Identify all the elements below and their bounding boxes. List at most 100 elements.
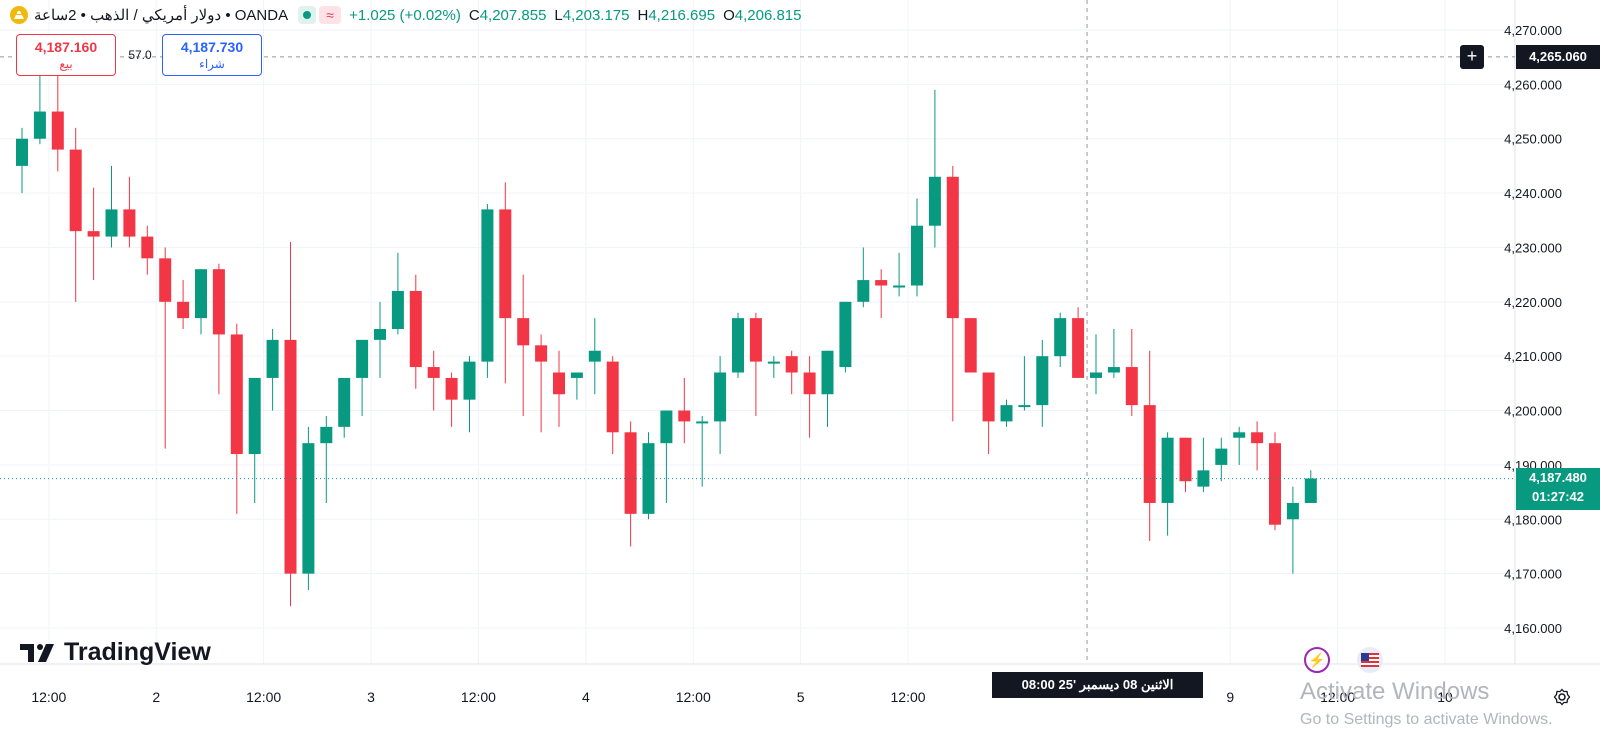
x-tick-label: 12:00 <box>461 689 496 705</box>
y-tick-label: 4,170.000 <box>1504 567 1562 582</box>
candle-body <box>481 209 494 362</box>
candle-body <box>1090 372 1102 378</box>
candle-body <box>195 269 207 319</box>
x-tick-label: 12:00 <box>676 689 711 705</box>
candle-body <box>159 258 172 302</box>
candle-body <box>1286 502 1299 520</box>
candle-body <box>678 410 691 422</box>
candle <box>87 187 100 281</box>
market-open-icon[interactable] <box>298 6 317 24</box>
candle-body <box>463 361 476 400</box>
buy-button[interactable]: 4,187.730 شراء <box>162 34 262 76</box>
candle-body <box>1143 405 1156 503</box>
candle <box>1054 312 1067 368</box>
candle <box>1072 307 1085 378</box>
y-tick-label: 4,230.000 <box>1504 240 1562 255</box>
candle <box>624 421 637 547</box>
candle <box>911 198 923 297</box>
last-price-value: 4,187.480 <box>1529 469 1587 485</box>
candle-body <box>1072 318 1085 378</box>
settings-icon[interactable] <box>1553 688 1571 706</box>
candle <box>105 165 118 248</box>
candle <box>499 182 512 384</box>
candle <box>1215 437 1228 482</box>
wave-icon[interactable]: ≈ <box>319 6 342 24</box>
ohlc-close: C4,207.855 <box>469 7 547 24</box>
candle <box>767 356 780 378</box>
high-value: 4,216.695 <box>648 6 716 24</box>
candle-body <box>16 138 28 166</box>
candle <box>1251 421 1264 471</box>
candle <box>1233 426 1246 465</box>
x-tick-label: 3 <box>367 689 375 705</box>
candle <box>248 377 261 503</box>
price-change: +1.025 (+0.02%) <box>349 6 461 24</box>
candle-body <box>1036 356 1049 406</box>
candle-body <box>69 149 82 232</box>
candle <box>1269 432 1281 531</box>
candle-body <box>749 318 762 362</box>
candle-body <box>1233 432 1246 438</box>
add-alert-plus-icon[interactable]: + <box>1460 44 1484 69</box>
candle <box>302 426 315 590</box>
candle <box>714 356 727 455</box>
candle <box>928 89 941 248</box>
candle <box>1179 437 1192 493</box>
x-tick-label: 12:00 <box>246 689 281 705</box>
candle-body <box>1125 367 1138 406</box>
ohlc-low: L4,203.175 <box>554 7 629 24</box>
low-value: 4,203.175 <box>562 6 630 24</box>
candle-body <box>1251 432 1264 444</box>
close-label: C <box>468 6 480 24</box>
candle <box>391 252 404 335</box>
crosshair-price-label: 4,265.060 <box>1516 44 1600 69</box>
candle-body <box>284 339 297 574</box>
candle-body <box>320 426 333 444</box>
candle-body <box>391 290 404 329</box>
candle <box>481 203 494 378</box>
candle-body <box>141 236 154 259</box>
us-flag-event-icon[interactable] <box>1357 647 1383 673</box>
candle-body <box>821 350 834 395</box>
candle-body <box>1000 405 1013 422</box>
y-tick-label: 4,160.000 <box>1504 621 1562 636</box>
candle-body <box>1054 318 1067 357</box>
buy-label: شراء <box>199 57 225 71</box>
candle-body <box>606 361 619 433</box>
gold-symbol-icon <box>10 6 28 24</box>
candle <box>785 350 798 395</box>
candle <box>51 73 64 172</box>
candle-body <box>964 318 977 373</box>
candle <box>1304 470 1317 503</box>
logo-text: TradingView <box>64 638 211 666</box>
candle-body <box>1215 448 1228 465</box>
symbol-title[interactable]: دولار أمريكي / الذهب • 2ساعة • OANDA <box>34 7 289 24</box>
candle-body <box>660 410 673 444</box>
candle-body <box>212 269 225 335</box>
candle <box>33 73 46 145</box>
candles <box>16 73 1317 607</box>
last-price-label: 4,187.480 01:27:42 <box>1516 467 1600 510</box>
candle <box>893 252 906 297</box>
sell-label: بيع <box>59 57 73 71</box>
sell-button[interactable]: 4,187.160 بيع <box>16 34 116 76</box>
open-value: 4,206.815 <box>734 6 802 24</box>
candle <box>517 274 530 416</box>
candle <box>1107 329 1120 378</box>
x-tick-label: 12:00 <box>891 689 926 705</box>
tradingview-logo[interactable]: TradingView <box>20 638 211 667</box>
candle <box>463 356 476 433</box>
candle-body <box>982 372 995 422</box>
candle-body <box>767 361 780 364</box>
y-tick-label: 4,200.000 <box>1504 404 1562 419</box>
candle-body <box>177 301 190 319</box>
candle-body <box>696 421 709 424</box>
x-tick-label: 10 <box>1437 689 1453 705</box>
y-tick-label: 4,180.000 <box>1504 512 1562 527</box>
candle <box>338 377 351 438</box>
candle-body <box>427 367 440 378</box>
lightning-event-icon[interactable]: ⚡ <box>1304 647 1330 673</box>
y-tick-label: 4,260.000 <box>1504 77 1562 92</box>
